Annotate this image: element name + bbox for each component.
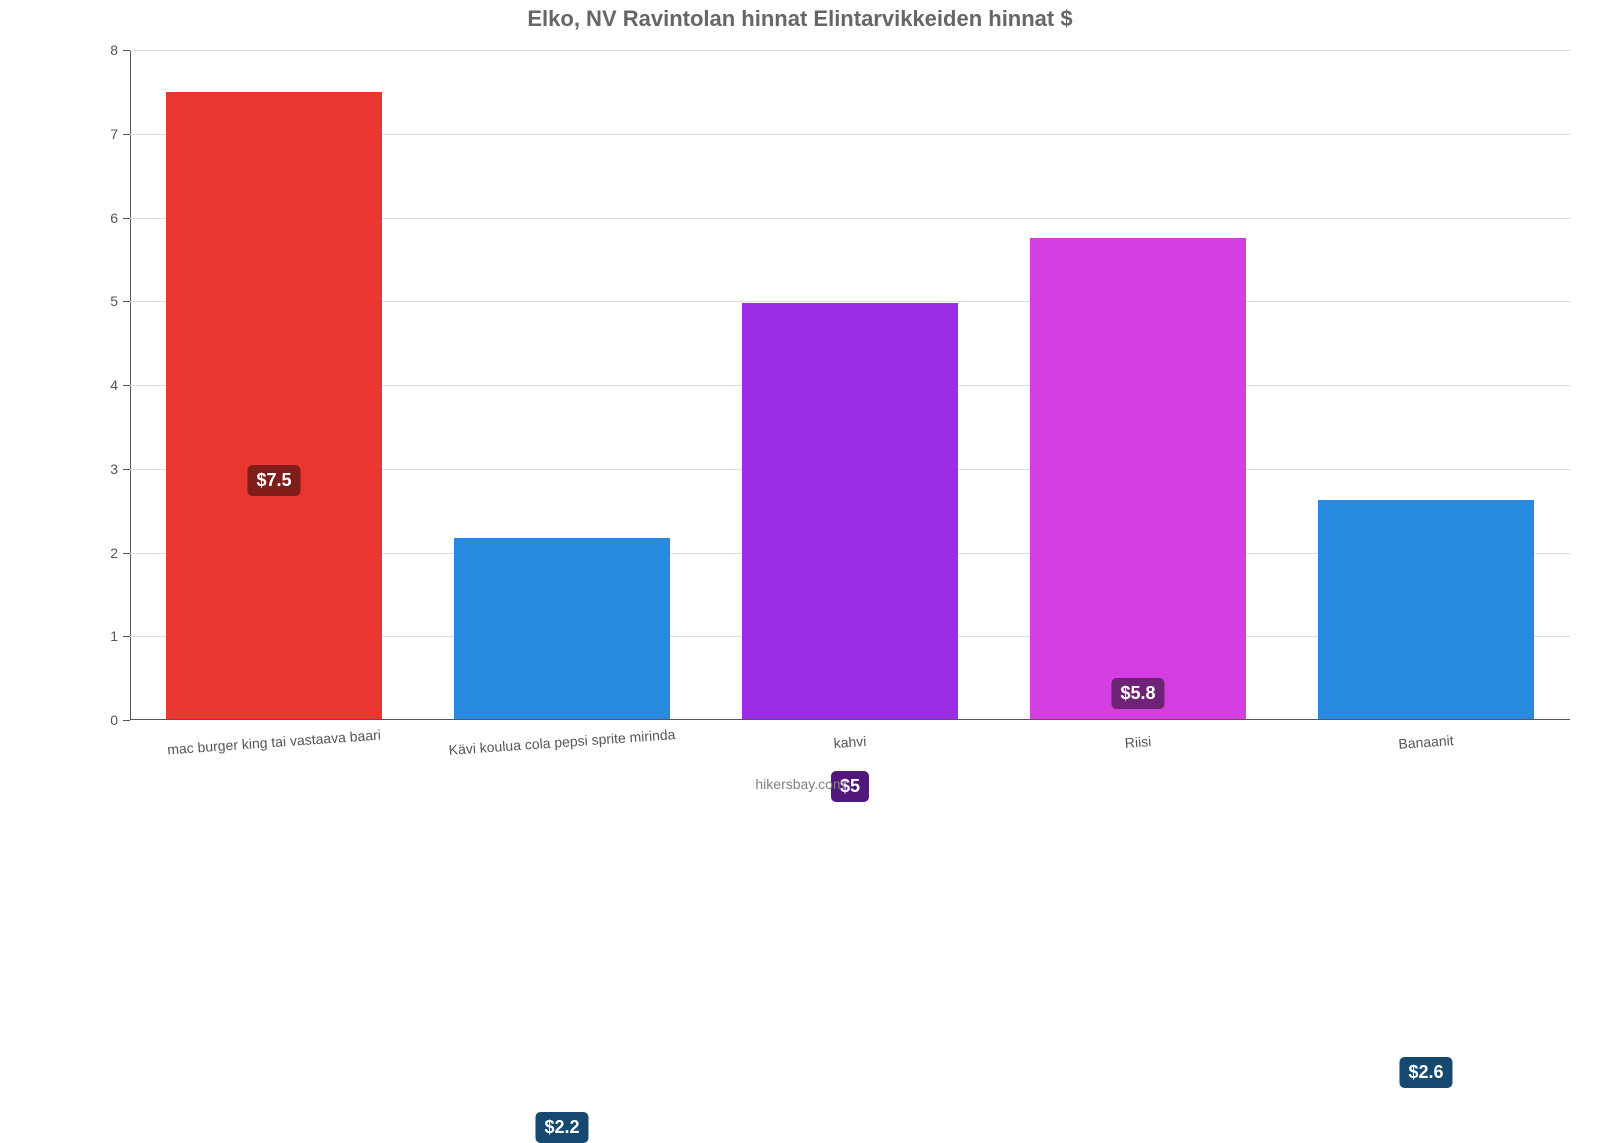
x-tick-label: Kävi koulua cola pepsi sprite mirinda	[448, 726, 676, 758]
y-tick-label: 1	[110, 628, 130, 644]
bars-group: $7.5 $2.2 $5 $5.8 $2.6	[130, 50, 1570, 720]
y-tick-label: 5	[110, 293, 130, 309]
plot-area: 012345678 $7.5$2.2$5$5.8$2.6 mac burger …	[130, 50, 1570, 720]
bar-value-label: $5.8	[1111, 678, 1164, 709]
x-axis	[130, 719, 1570, 720]
y-tick-label: 2	[110, 545, 130, 561]
chart-footer: hikersbay.com	[0, 776, 1600, 792]
bar-value-label: $2.6	[1399, 1057, 1452, 1088]
x-tick-label: Banaanit	[1398, 732, 1454, 752]
bar: $5	[742, 303, 958, 720]
bar: $2.6	[1318, 500, 1534, 720]
y-tick-label: 7	[110, 126, 130, 142]
y-tick-label: 4	[110, 377, 130, 393]
bar: $2.2	[454, 538, 670, 720]
bar-value-label: $2.2	[535, 1112, 588, 1143]
bar-value-label: $7.5	[247, 465, 300, 496]
y-tick-label: 8	[110, 42, 130, 58]
x-tick-label: Riisi	[1124, 733, 1152, 751]
bar: $7.5	[166, 92, 382, 720]
y-tick-label: 3	[110, 461, 130, 477]
bar: $5.8	[1030, 238, 1246, 720]
x-tick-label: kahvi	[833, 733, 867, 751]
y-tick-label: 6	[110, 210, 130, 226]
chart-title: Elko, NV Ravintolan hinnat Elintarvikkei…	[0, 0, 1600, 32]
price-bar-chart: Elko, NV Ravintolan hinnat Elintarvikkei…	[0, 0, 1600, 800]
x-tick-label: mac burger king tai vastaava baari	[167, 727, 382, 758]
y-tick-label: 0	[110, 712, 130, 728]
